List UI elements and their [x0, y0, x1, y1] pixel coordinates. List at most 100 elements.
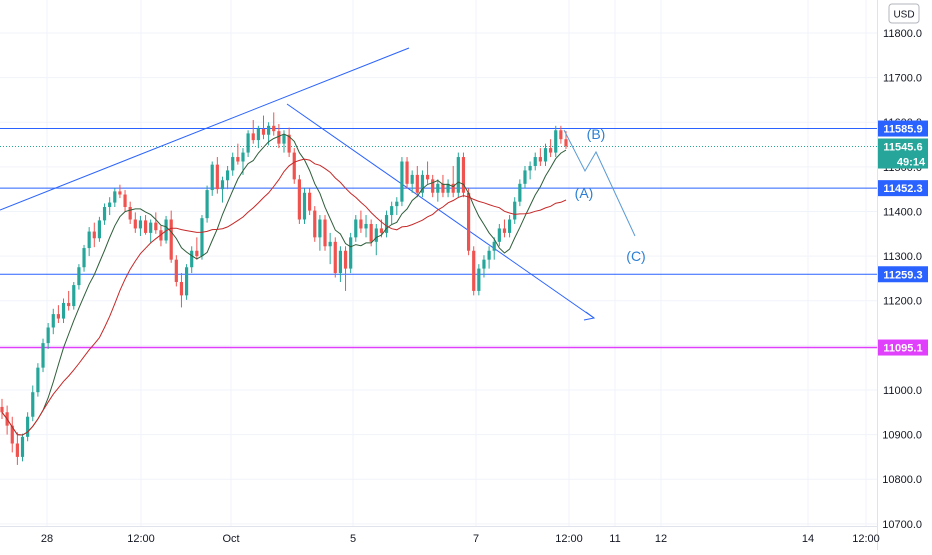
candle	[220, 176, 225, 203]
candle	[441, 174, 445, 198]
candle	[36, 363, 40, 397]
time-tick-label: 12	[655, 533, 667, 545]
candle	[231, 152, 235, 176]
candle	[477, 264, 481, 296]
wave-label: (A)	[575, 185, 594, 201]
candle	[384, 210, 389, 238]
candle-countdown: 49:14	[897, 157, 926, 169]
candle	[10, 416, 14, 453]
candle	[143, 215, 148, 235]
level-price-tag-label: 11585.9	[883, 124, 922, 136]
current-price-label: 11545.6	[883, 142, 922, 154]
candle	[436, 179, 440, 202]
wave-label: (C)	[626, 248, 645, 264]
candle	[169, 210, 173, 263]
candle	[302, 188, 307, 224]
time-tick-label: 28	[41, 533, 53, 545]
descending-trendline[interactable]	[286, 103, 595, 319]
candle	[87, 227, 91, 257]
candle	[431, 174, 435, 198]
candle	[523, 165, 527, 189]
candle	[26, 412, 30, 442]
candle	[236, 143, 240, 165]
candle	[472, 246, 476, 296]
candle	[205, 185, 209, 223]
currency-button[interactable]	[888, 3, 920, 24]
candle	[97, 216, 102, 242]
candle	[308, 188, 312, 216]
candle	[482, 255, 486, 278]
candle	[67, 290, 71, 311]
time-tick-label: 11	[609, 533, 620, 545]
candle	[359, 210, 363, 233]
candle	[549, 139, 553, 158]
candle	[56, 305, 60, 324]
time-tick-label: 12:00	[852, 533, 880, 545]
price-tick-label: 10900.0	[882, 430, 922, 442]
candle	[190, 246, 194, 274]
candle	[318, 215, 322, 251]
price-tick-label: 11300.0	[883, 251, 922, 263]
candle	[533, 152, 537, 171]
candle	[297, 174, 301, 224]
time-axis[interactable]: 28 12:00 Oct 5 7 12:00 11 12 14 12:00	[0, 526, 880, 546]
candle	[210, 161, 214, 196]
candle	[92, 222, 96, 248]
wave-projection[interactable]: (B) (A) (C)	[563, 126, 646, 264]
candle	[195, 237, 199, 260]
candle	[20, 433, 25, 462]
candle	[215, 157, 219, 194]
horizontal-levels[interactable]	[0, 128, 877, 349]
candle	[154, 212, 158, 234]
price-tick-label: 10700.0	[882, 519, 922, 531]
candle	[200, 215, 204, 260]
level-price-tag	[878, 180, 928, 197]
candle	[543, 143, 548, 166]
candle	[292, 148, 296, 184]
candle	[390, 201, 394, 224]
candle	[497, 223, 501, 247]
time-tick-label: 5	[350, 533, 356, 545]
candle	[179, 273, 184, 308]
candle	[487, 246, 491, 269]
candle	[395, 197, 399, 216]
time-tick-label: Oct	[222, 533, 239, 545]
candle	[164, 215, 168, 244]
candle	[374, 223, 378, 256]
candle	[113, 188, 117, 208]
candle	[261, 115, 266, 140]
time-tick-label: 14	[802, 533, 814, 545]
level-price-tag	[878, 120, 928, 137]
level-price-tag-label: 11452.3	[883, 183, 922, 195]
candle	[108, 197, 112, 216]
price-tick-label: 11800.0	[883, 28, 922, 40]
candle	[31, 385, 35, 422]
candle	[128, 201, 132, 224]
candle	[508, 215, 512, 238]
candle	[518, 179, 522, 207]
price-axis[interactable]: USD 11800.011700.011600.011500.011400.01…	[877, 0, 929, 550]
candle	[354, 215, 358, 242]
candle	[256, 125, 260, 149]
candle	[420, 170, 425, 198]
level-price-tag-label: 11095.1	[883, 343, 922, 355]
candle	[451, 165, 455, 198]
candle	[466, 188, 471, 256]
time-tick-label: 12:00	[127, 533, 155, 545]
upper-trendline[interactable]	[0, 47, 410, 211]
time-tick-label: 7	[473, 533, 479, 545]
trendlines[interactable]	[0, 47, 596, 321]
candle	[349, 232, 353, 274]
candle	[538, 148, 542, 166]
candle	[405, 157, 409, 189]
level-price-tag-label: 11259.3	[883, 269, 922, 281]
wave-projection-path[interactable]	[563, 129, 636, 237]
candle	[559, 125, 563, 144]
candle	[343, 246, 348, 291]
candlesticks	[0, 112, 568, 465]
candle	[415, 165, 419, 198]
grid	[0, 0, 877, 526]
candle	[72, 281, 76, 310]
